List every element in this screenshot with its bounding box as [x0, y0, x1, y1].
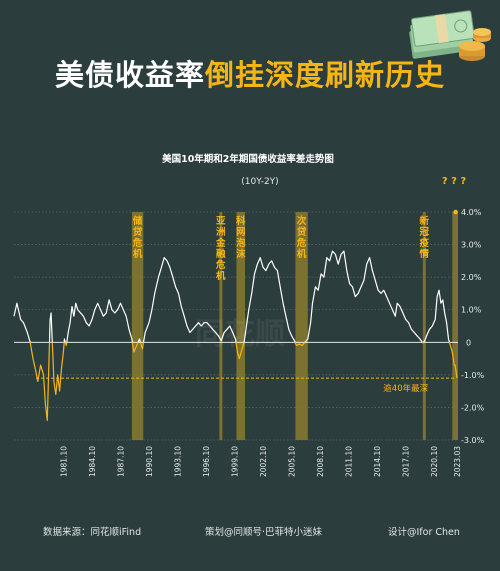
series-line-positive: [48, 312, 53, 343]
x-tick-label: 2014.10: [373, 446, 382, 477]
series-line-negative: [448, 342, 458, 379]
series-line-positive: [422, 289, 450, 343]
event-band: [236, 212, 246, 440]
x-tick-label: 2005.10: [288, 446, 297, 477]
series-line-negative: [64, 342, 68, 347]
series-line-negative: [29, 342, 51, 422]
event-label-char: 新: [419, 215, 429, 227]
watermark: 同花顺: [195, 317, 285, 352]
event-label-char: 网: [236, 227, 246, 238]
series-line-negative: [294, 341, 306, 347]
question-marks: ? ? ?: [442, 176, 467, 187]
top-marker: [453, 209, 458, 215]
x-tick-label: 2011.10: [345, 446, 354, 477]
event-label-char: 金: [215, 237, 226, 249]
x-tick-label: 1999.10: [231, 446, 240, 477]
x-tick-label: 1996.10: [202, 446, 211, 477]
grid: [14, 211, 458, 441]
series-line-positive: [142, 257, 237, 343]
event-label-char: 科: [236, 215, 246, 227]
event-band: [422, 212, 426, 440]
axes: 4.0% 3.0% 2.0% 1.0% 0 -1.0% -2.0% -3.0% 1981.10 1…: [14, 208, 485, 477]
event-label-char: 机: [133, 248, 143, 260]
x-tick-label: 2020.10: [430, 446, 439, 477]
x-tick-label: 2002.10: [259, 446, 268, 477]
series-line-negative: [139, 342, 145, 350]
x-tick-label: 1993.10: [174, 446, 183, 477]
event-bands: [131, 212, 458, 440]
series-line-positive: [66, 299, 133, 343]
chart-subtitle: (10Y-2Y): [241, 177, 278, 187]
series-line-positive: [137, 338, 141, 343]
y-tick-label: -2.0%: [461, 403, 485, 412]
x-tick-label: 2008.10: [316, 446, 325, 477]
series-line-negative: [51, 342, 65, 395]
event-label-char: 次: [297, 215, 307, 227]
event-label-char: 亚: [216, 216, 226, 227]
event-band: [295, 212, 308, 440]
series-line-positive: [63, 338, 66, 343]
event-label-char: 危: [296, 237, 307, 249]
y-tick-label: 2.0%: [461, 273, 482, 282]
event-label-char: 贷: [133, 226, 143, 238]
y-tick-label: 1.0%: [461, 306, 482, 315]
x-tick-label: 2023.03: [453, 446, 462, 477]
x-tick-label: 1990.10: [145, 446, 154, 477]
title-part-white: 美债收益率: [54, 58, 205, 92]
event-label-char: 机: [216, 270, 226, 282]
event-band: [131, 212, 144, 440]
series-line-negative: [235, 342, 245, 360]
event-band: [219, 212, 223, 440]
event-label-char: 泡: [236, 237, 246, 249]
event-label-char: 融: [216, 248, 226, 260]
y-tick-label: 4.0%: [461, 208, 482, 217]
y-tick-label: -1.0%: [461, 371, 485, 380]
reference-label: 逾40年最深: [383, 383, 428, 394]
design-credit: 设计@Ifor Chen: [388, 527, 460, 538]
series-line-negative: [421, 341, 424, 344]
x-tick-label: 1981.10: [59, 446, 68, 477]
event-label-char: 情: [418, 248, 429, 260]
spread-chart: 美国10年期和2年期国债收益率差走势图 (10Y-2Y) ? ? ? 同花顺 4…: [13, 153, 485, 477]
event-label-char: 洲: [216, 227, 226, 238]
series-line-positive: [304, 250, 423, 343]
x-tick-label: 1984.10: [88, 446, 97, 477]
event-band: [452, 212, 458, 440]
planner-credit: 策划@同顺号·巴菲特小迷妹: [205, 527, 323, 538]
event-label-char: 冠: [419, 227, 429, 238]
series-line-negative: [131, 342, 139, 353]
event-label-char: 疫: [419, 237, 429, 249]
title-part-gold: 倒挂深度刷新历史: [205, 58, 446, 92]
reference-line-group: 逾40年最深: [36, 209, 458, 394]
event-label-char: 机: [297, 248, 307, 260]
event-label-char: 贷: [297, 226, 307, 238]
series-line-positive: [13, 302, 31, 343]
money-stack-icon: [409, 10, 491, 61]
series-line-positive: [243, 257, 296, 343]
chart-title: 美国10年期和2年期国债收益率差走势图: [161, 153, 334, 165]
event-label-char: 储: [133, 215, 143, 227]
coin-stack-icon: [459, 28, 491, 61]
series-line-group: [13, 250, 458, 422]
event-label-char: 沫: [236, 248, 246, 260]
y-tick-label: 3.0%: [461, 241, 482, 250]
y-tick-label: 0: [466, 338, 471, 347]
event-label-char: 危: [215, 259, 226, 271]
data-source: 数据来源：同花顺iFind: [43, 527, 142, 538]
x-tick-label: 1987.10: [116, 446, 125, 477]
y-tick-label: -3.0%: [461, 436, 485, 445]
x-tick-label: 2017.10: [402, 446, 411, 477]
event-label-char: 危: [132, 237, 143, 249]
page-title: 美债收益率倒挂深度刷新历史: [0, 52, 500, 94]
